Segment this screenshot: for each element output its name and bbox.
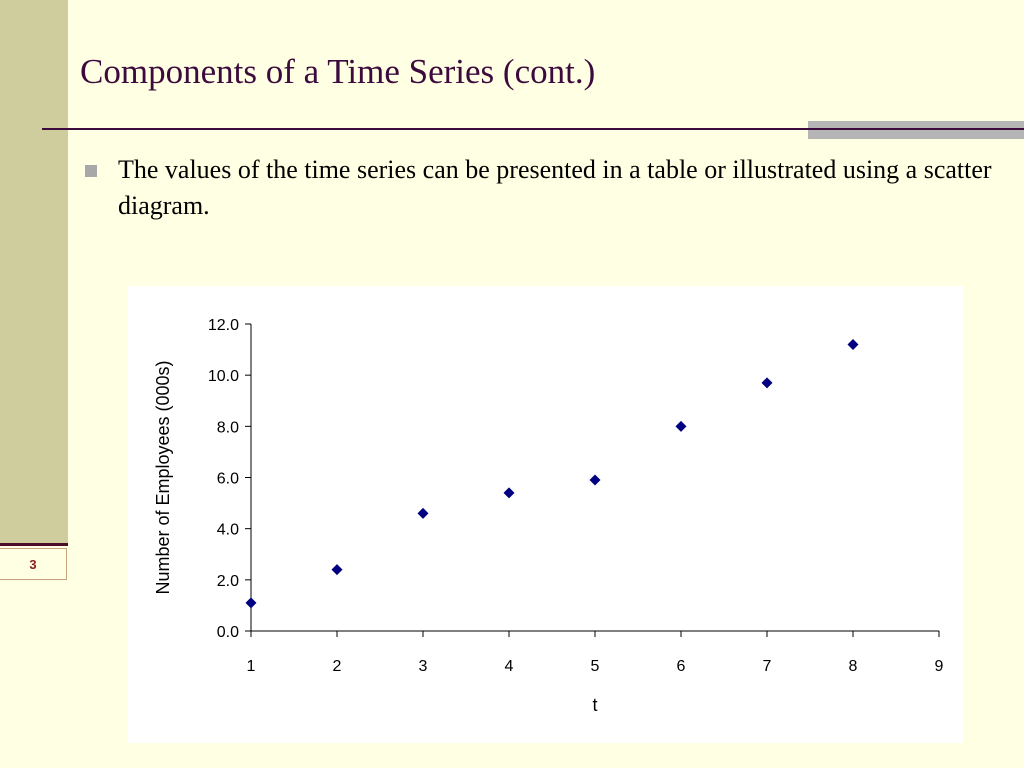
data-point: [417, 507, 429, 519]
title-accent-bar: [808, 121, 1024, 139]
y-tick-label: 4.0: [217, 522, 239, 539]
title-accent-line: [808, 128, 1024, 130]
slide-number: 3: [0, 548, 67, 580]
data-point: [331, 564, 343, 576]
bullet-text: The values of the time series can be pre…: [118, 155, 992, 220]
slide-title: Components of a Time Series (cont.): [80, 52, 596, 91]
y-axis-title: Number of Employees (000s): [153, 360, 173, 594]
bullet-marker: [85, 165, 97, 177]
chart-svg: 0.0 2.0 4.0 6.0 8.0 10.0 12.0 1 2 3 4 5 6 7 8 9 t Numbe…: [153, 317, 944, 715]
title-underline: [42, 128, 1024, 130]
y-tick-label: 8.0: [217, 419, 239, 436]
chart-points: [245, 338, 859, 609]
y-tick-label: 12.0: [208, 317, 239, 334]
data-point: [761, 377, 773, 389]
y-tick-label: 0.0: [217, 624, 239, 641]
x-tick-label: 9: [935, 658, 944, 675]
x-tick-label: 7: [763, 658, 772, 675]
left-band-divider: [0, 543, 68, 546]
scatter-chart: 0.0 2.0 4.0 6.0 8.0 10.0 12.0 1 2 3 4 5 6 7 8 9 t Numbe…: [128, 286, 963, 743]
chart-ticks: 0.0 2.0 4.0 6.0 8.0 10.0 12.0 1 2 3 4 5 6 7 8 9: [208, 317, 944, 675]
y-tick-label: 2.0: [217, 573, 239, 590]
data-point: [245, 597, 257, 609]
x-tick-label: 5: [591, 658, 600, 675]
x-tick-label: 1: [247, 658, 256, 675]
x-tick-label: 3: [419, 658, 428, 675]
x-tick-label: 2: [333, 658, 342, 675]
y-tick-label: 6.0: [217, 471, 239, 488]
data-point: [589, 474, 601, 486]
data-point: [503, 487, 515, 499]
x-tick-label: 6: [677, 658, 686, 675]
left-decorative-band: [0, 0, 68, 545]
x-tick-label: 4: [505, 658, 514, 675]
y-tick-label: 10.0: [208, 368, 239, 385]
x-tick-label: 8: [849, 658, 858, 675]
data-point: [847, 338, 859, 350]
data-point: [675, 420, 687, 432]
x-axis-title: t: [592, 695, 597, 715]
